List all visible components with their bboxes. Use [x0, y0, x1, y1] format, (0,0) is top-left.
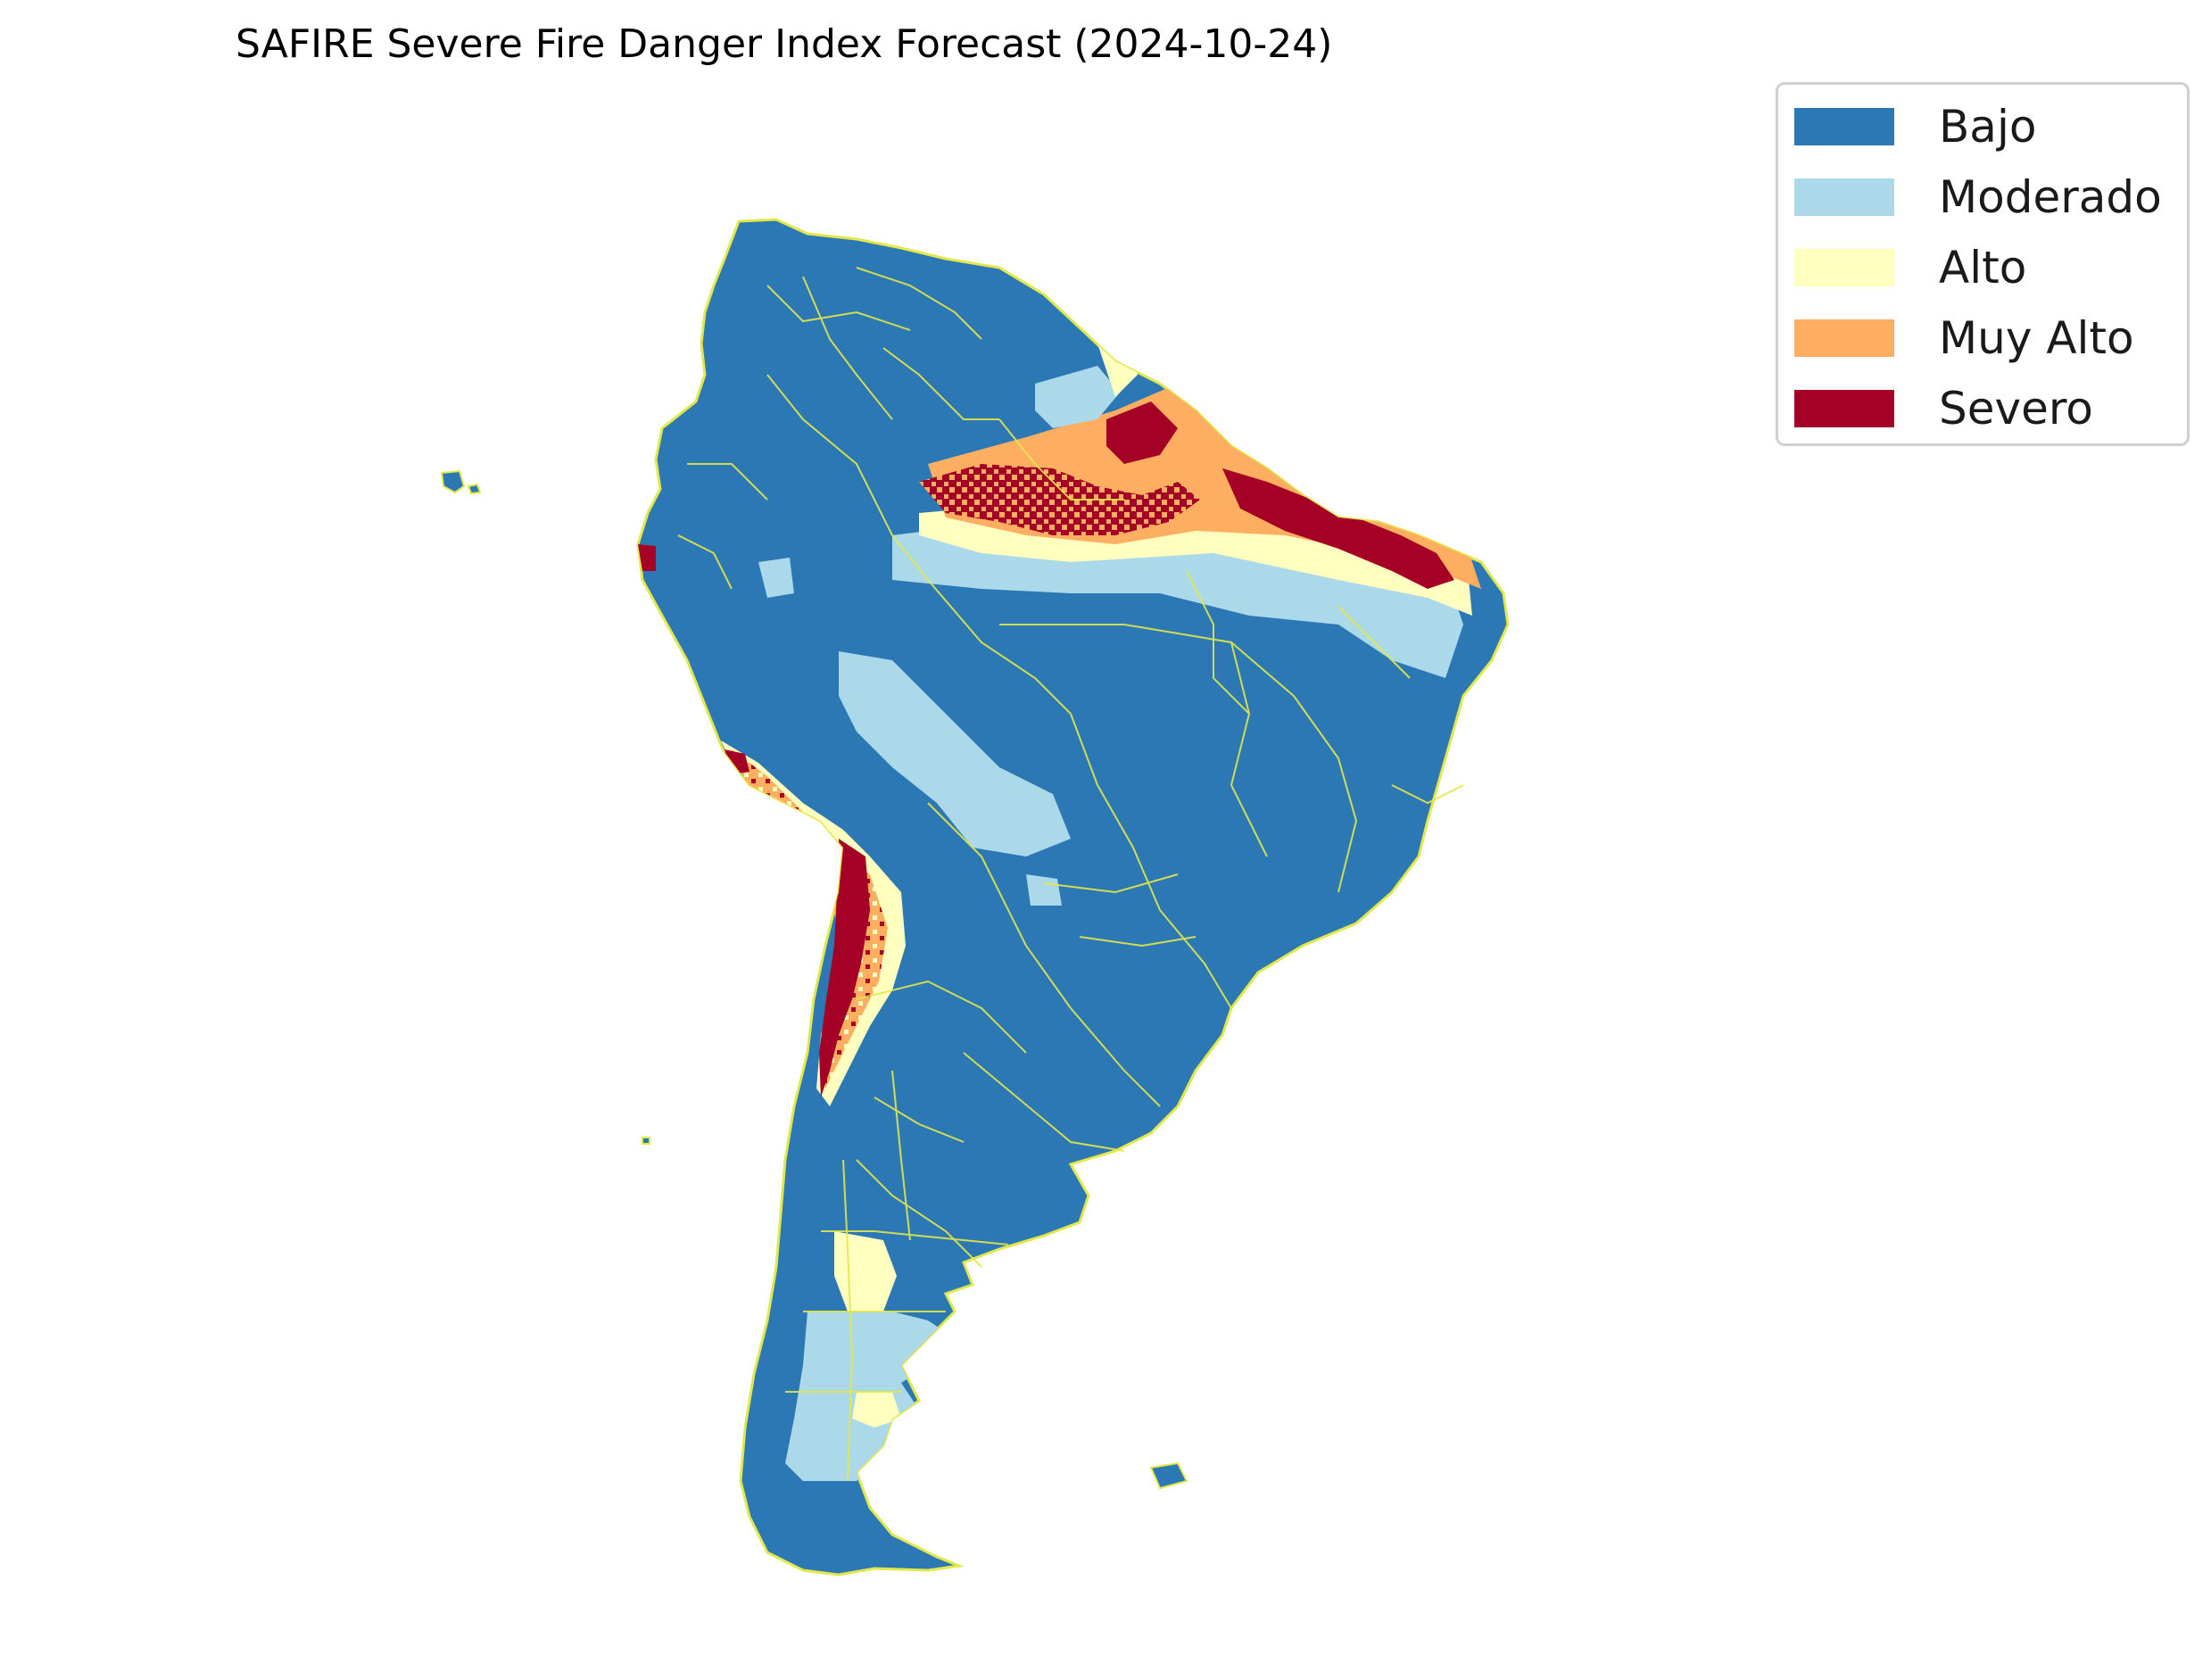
zone-severo-ecuador — [638, 544, 656, 571]
zone-moderado-small-2 — [1026, 874, 1062, 906]
zone-severo-north-band — [919, 464, 1200, 535]
legend-swatch-muy-alto — [1794, 319, 1894, 357]
legend-label-muy-alto: Muy Alto — [1939, 312, 2134, 364]
zone-severo-andes — [819, 839, 870, 1097]
zone-moderado-small-1 — [758, 558, 794, 598]
admin-boundaries — [677, 267, 1464, 1482]
legend-label-bajo: Bajo — [1939, 101, 2037, 153]
islands — [440, 469, 1188, 1490]
legend-item-muy-alto: Muy Alto — [1794, 316, 2134, 360]
zone-moderado-central — [839, 651, 1071, 857]
legend-item-moderado: Moderado — [1794, 175, 2162, 219]
legend-label-severo: Severo — [1939, 383, 2093, 434]
zone-alto-patagonia-south — [852, 1392, 901, 1428]
zone-severo-coast-east — [1222, 468, 1454, 589]
legend-swatch-alto — [1794, 249, 1894, 286]
legend-swatch-moderado — [1794, 178, 1894, 216]
zone-moderado-guiana — [1035, 366, 1120, 428]
legend-label-alto: Alto — [1939, 242, 2027, 294]
legend-swatch-bajo — [1794, 108, 1894, 145]
legend-label-moderado: Moderado — [1939, 171, 2162, 223]
legend-swatch-severo — [1794, 390, 1894, 427]
legend-item-bajo: Bajo — [1794, 104, 2036, 149]
map-title: SAFIRE Severe Fire Danger Index Forecast… — [236, 21, 1333, 67]
legend-item-severo: Severo — [1794, 386, 2093, 431]
zone-severo-patch-north — [1106, 401, 1178, 464]
legend: Bajo Moderado Alto Muy Alto Severo — [1776, 82, 2190, 446]
legend-item-alto: Alto — [1794, 245, 2026, 290]
galapagos-islands — [440, 469, 466, 494]
falkland-islands — [642, 1137, 650, 1145]
